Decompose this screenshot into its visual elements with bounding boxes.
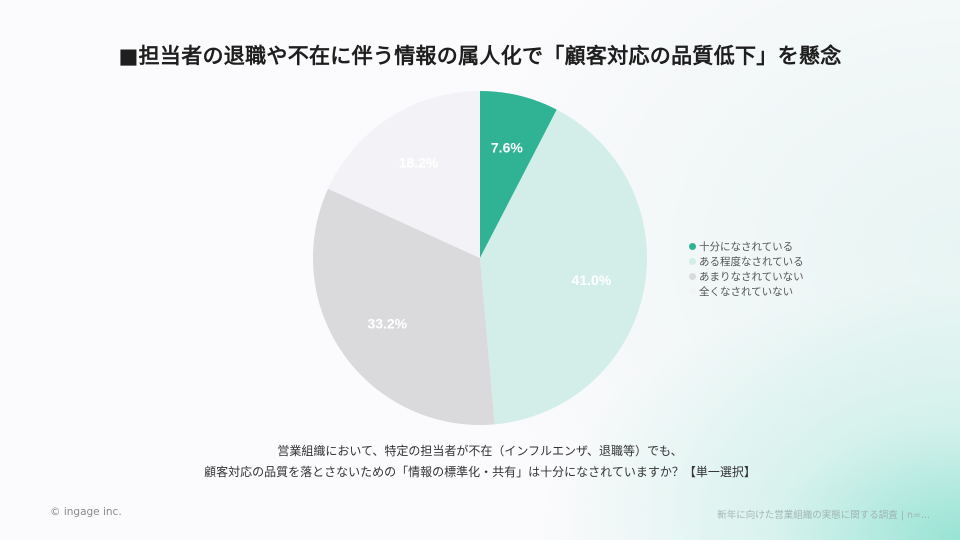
slice-value-label: 7.6% <box>491 140 523 156</box>
slice-value-label: 41.0% <box>572 272 612 288</box>
legend-swatch-icon <box>689 288 696 295</box>
question-line-2: 顧客対応の品質を落とさないための「情報の標準化・共有」は十分になされていますか？… <box>204 465 756 479</box>
slice-sufficient <box>480 91 557 258</box>
legend-label: あまりなされていない <box>699 271 804 283</box>
chart-legend: 十分になされている ある程度なされている あまりなされていない 全くなされていな… <box>689 239 804 299</box>
question-line-1: 営業組織において、特定の担当者が不在（インフルエンザ、退職等）でも、 <box>277 444 683 458</box>
page-title: ■担当者の退職や不在に伴う情報の属人化で「顧客対応の品質低下」を懸念 <box>118 44 842 68</box>
legend-swatch-icon <box>689 258 696 265</box>
legend-swatch-icon <box>689 273 696 280</box>
slice-value-label: 18.2% <box>399 155 439 171</box>
legend-swatch-icon <box>689 243 696 250</box>
slice-somewhat <box>480 109 647 425</box>
copyright: © ingage inc. <box>50 506 122 518</box>
slice-not-much <box>313 188 495 425</box>
legend-item-sufficient: 十分になされている <box>689 239 804 254</box>
slice-not-at-all <box>328 91 480 258</box>
legend-item-not-much: あまりなされていない <box>689 269 804 284</box>
legend-item-not-at-all: 全くなされていない <box>689 284 804 299</box>
legend-label: ある程度なされている <box>699 256 804 268</box>
legend-item-somewhat: ある程度なされている <box>689 254 804 269</box>
survey-question: 営業組織において、特定の担当者が不在（インフルエンザ、退職等）でも、 顧客対応の… <box>0 441 960 483</box>
legend-label: 十分になされている <box>699 241 794 253</box>
survey-source: 新年に向けた営業組織の実態に関する調査 | n=... <box>717 510 930 521</box>
slice-value-label: 33.2% <box>367 316 407 332</box>
legend-label: 全くなされていない <box>699 286 794 298</box>
